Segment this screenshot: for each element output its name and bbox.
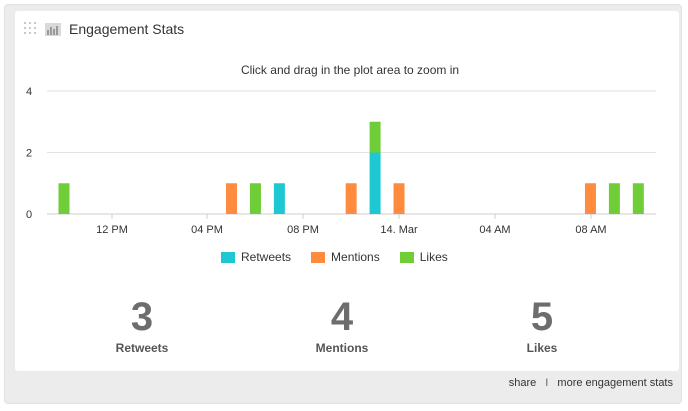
stat-retweets-value: 3 — [130, 295, 154, 339]
zoom-hint: Click and drag in the plot area to zoom … — [240, 63, 460, 77]
widget-title: Engagement Stats — [69, 21, 185, 37]
footer-separator: I — [545, 377, 549, 389]
engagement-widget: Engagement Stats Click and drag in the p… — [4, 4, 682, 404]
more-engagement-stats-link[interactable]: more engagement stats — [557, 377, 673, 389]
bar-chart-icon — [45, 23, 61, 36]
legend-label-likes: Likes — [419, 250, 448, 264]
legend-swatch-likes — [399, 251, 414, 263]
bar-mentions[interactable] — [393, 183, 405, 214]
legend-item-retweets[interactable]: Retweets — [221, 250, 291, 264]
bar-mentions[interactable] — [226, 183, 238, 214]
stat-retweets: 3 Retweets — [67, 295, 217, 355]
bar-mentions[interactable] — [584, 183, 596, 214]
y-tick-label: 4 — [26, 86, 32, 98]
x-tick-label: 04 PM — [191, 224, 223, 236]
x-tick-label: 08 AM — [575, 224, 606, 236]
stat-likes: 5 Likes — [467, 295, 617, 355]
legend-swatch-retweets — [221, 251, 235, 263]
bar-likes[interactable] — [608, 183, 620, 214]
legend-label-mentions: Mentions — [331, 250, 380, 264]
bar-likes[interactable] — [58, 183, 70, 214]
bar-retweets[interactable] — [369, 152, 381, 215]
legend-item-mentions[interactable]: Mentions — [311, 250, 380, 264]
legend-label-retweets: Retweets — [241, 250, 292, 264]
x-tick-label: 14. Mar — [380, 224, 418, 236]
chart-legend: Retweets Mentions Likes — [221, 250, 448, 264]
bar-mentions[interactable] — [345, 183, 357, 214]
legend-item-likes[interactable]: Likes — [399, 250, 448, 264]
stat-retweets-label: Retweets — [115, 341, 169, 355]
drag-handle-icon[interactable] — [23, 21, 37, 35]
stat-mentions-label: Mentions — [315, 341, 369, 355]
y-tick-label: 2 — [26, 148, 32, 160]
stat-mentions: 4 Mentions — [267, 295, 417, 355]
stat-mentions-value: 4 — [330, 295, 354, 339]
share-link[interactable]: share — [508, 377, 537, 389]
x-tick-label: 08 PM — [287, 224, 319, 236]
widget-footer: share I more engagement stats — [509, 377, 673, 389]
bar-likes[interactable] — [369, 121, 381, 153]
bar-likes[interactable] — [632, 183, 644, 214]
bar-retweets[interactable] — [273, 183, 285, 214]
engagement-chart[interactable]: 4 2 0 12 PM 04 PM 08 PM 14. Mar 04 AM 08 AM — [5, 5, 685, 245]
y-tick-label: 0 — [26, 209, 32, 221]
x-tick-label: 04 AM — [479, 224, 510, 236]
bar-likes[interactable] — [249, 183, 261, 214]
legend-swatch-mentions — [311, 251, 326, 263]
stat-likes-value: 5 — [530, 295, 554, 339]
stat-likes-label: Likes — [526, 341, 558, 355]
x-tick-label: 12 PM — [96, 224, 128, 236]
